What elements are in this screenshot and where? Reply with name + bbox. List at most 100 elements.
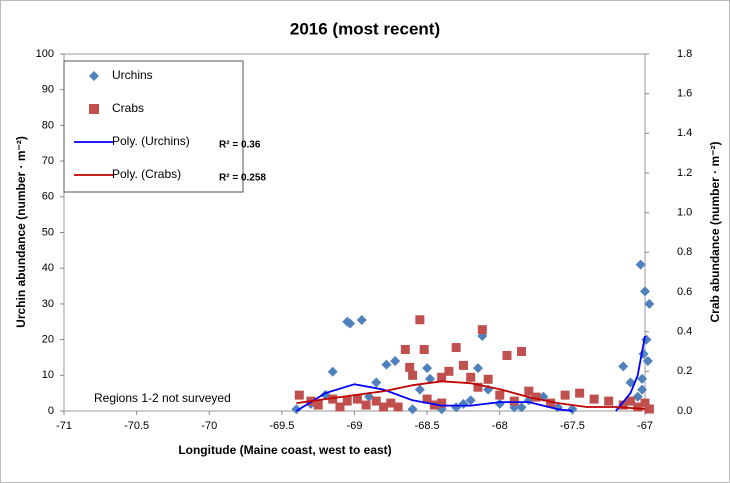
y-tick-label: 20 bbox=[42, 334, 54, 346]
x-tick-label: -70.5 bbox=[124, 420, 149, 432]
crab-point bbox=[361, 400, 371, 410]
crab-point bbox=[483, 374, 493, 384]
crab-point bbox=[328, 394, 338, 404]
y2-tick-label: 0.2 bbox=[677, 365, 692, 377]
urchin-point bbox=[291, 404, 302, 415]
crab-point bbox=[371, 396, 381, 406]
crab-point bbox=[575, 388, 585, 398]
crab-point bbox=[352, 394, 362, 404]
urchin-point bbox=[644, 298, 655, 309]
crab-point bbox=[437, 372, 447, 382]
urchin-point bbox=[407, 404, 418, 415]
crab-point bbox=[422, 394, 432, 404]
x-tick-label: -71 bbox=[56, 420, 72, 432]
chart-title: 2016 (most recent) bbox=[290, 19, 440, 38]
legend-box bbox=[63, 60, 244, 193]
x-tick-label: -67.5 bbox=[560, 420, 585, 432]
urchin-point bbox=[422, 363, 433, 374]
legend-label: Poly. (Crabs) bbox=[112, 167, 181, 181]
crab-point bbox=[294, 390, 304, 400]
y2-axis-label: Crab abundance (number · m⁻²) bbox=[708, 141, 722, 322]
trend-line bbox=[295, 335, 646, 412]
urchin-point bbox=[345, 318, 356, 329]
urchin-point bbox=[567, 404, 578, 415]
legend-swatch bbox=[89, 104, 99, 114]
crab-point bbox=[495, 390, 505, 400]
urchin-point bbox=[327, 366, 338, 377]
x-axis-label: Longitude (Maine coast, west to east) bbox=[178, 443, 391, 457]
crab-point bbox=[342, 396, 352, 406]
y2-tick-label: 1.2 bbox=[677, 167, 692, 179]
x-tick-label: -67 bbox=[637, 420, 653, 432]
legend-label: Poly. (Urchins) bbox=[112, 134, 190, 148]
urchin-point bbox=[516, 402, 527, 413]
y2-tick-label: 0.6 bbox=[677, 286, 692, 298]
urchin-point bbox=[465, 395, 476, 406]
y-tick-label: 30 bbox=[42, 298, 54, 310]
crab-point bbox=[400, 345, 410, 355]
urchin-point bbox=[381, 359, 392, 370]
crab-point bbox=[589, 394, 599, 404]
urchin-point bbox=[637, 373, 648, 384]
urchin-point bbox=[356, 314, 367, 325]
y2-tick-label: 1.4 bbox=[677, 127, 692, 139]
crab-point bbox=[517, 347, 527, 356]
crab-point bbox=[546, 398, 556, 408]
r2-label: R² = 0.36 bbox=[219, 140, 261, 151]
y2-tick-label: 0.8 bbox=[677, 246, 692, 258]
crab-point bbox=[466, 372, 476, 382]
legend-label: Crabs bbox=[112, 101, 144, 115]
crab-point bbox=[408, 370, 418, 380]
y2-tick-label: 1.0 bbox=[677, 207, 692, 219]
urchin-point bbox=[371, 377, 382, 388]
crab-point bbox=[509, 396, 519, 406]
crab-point bbox=[444, 366, 454, 376]
crab-point bbox=[625, 396, 635, 406]
urchin-point bbox=[618, 361, 629, 372]
y2-tick-label: 0.4 bbox=[677, 326, 692, 338]
x-tick-label: -68 bbox=[492, 420, 508, 432]
urchin-point bbox=[414, 384, 425, 395]
crab-point bbox=[335, 402, 345, 412]
legend-swatch bbox=[89, 71, 99, 81]
y-tick-label: 90 bbox=[42, 84, 54, 96]
y-tick-label: 0 bbox=[48, 405, 54, 417]
y-tick-label: 50 bbox=[42, 226, 54, 238]
urchin-point bbox=[472, 363, 483, 374]
y-tick-label: 100 bbox=[36, 48, 54, 60]
urchin-point bbox=[632, 391, 643, 402]
urchin-point bbox=[640, 286, 650, 297]
y2-tick-label: 0.0 bbox=[677, 405, 692, 417]
y2-tick-label: 1.8 bbox=[677, 48, 692, 60]
crab-point bbox=[379, 402, 389, 412]
y-tick-label: 60 bbox=[42, 191, 54, 203]
crab-point bbox=[502, 350, 512, 360]
crab-point bbox=[531, 392, 541, 402]
urchin-point bbox=[635, 259, 646, 270]
x-tick-label: -68.5 bbox=[415, 420, 440, 432]
crab-point bbox=[604, 396, 614, 406]
crab-point bbox=[419, 345, 429, 355]
crab-point bbox=[405, 362, 415, 372]
y-tick-label: 70 bbox=[42, 155, 54, 167]
urchin-point bbox=[642, 356, 653, 367]
crab-point bbox=[458, 360, 468, 370]
y2-tick-label: 1.6 bbox=[677, 88, 692, 100]
crab-point bbox=[560, 390, 570, 400]
crab-point bbox=[437, 398, 447, 408]
trend-line bbox=[296, 380, 646, 410]
urchin-point bbox=[637, 384, 648, 395]
r2-label: R² = 0.258 bbox=[219, 173, 266, 184]
y-tick-label: 10 bbox=[42, 369, 54, 381]
crab-point bbox=[393, 402, 403, 412]
crab-point bbox=[386, 398, 396, 408]
crab-point bbox=[633, 402, 643, 412]
urchin-point bbox=[390, 356, 401, 367]
crab-point bbox=[640, 398, 650, 408]
crab-point bbox=[618, 400, 628, 410]
crab-point bbox=[451, 343, 461, 353]
y-tick-label: 80 bbox=[42, 119, 54, 131]
x-tick-label: -69.5 bbox=[269, 420, 294, 432]
annotation: Regions 1-2 not surveyed bbox=[94, 391, 231, 405]
